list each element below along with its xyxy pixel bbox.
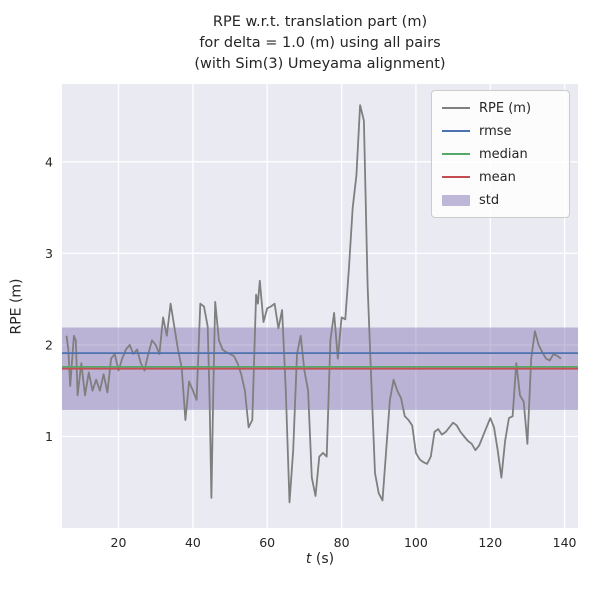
x-tick-label: 20 [111, 535, 127, 550]
x-tick-label: 60 [259, 535, 275, 550]
legend-line-swatch [442, 130, 470, 132]
y-tick-label: 4 [45, 154, 53, 169]
legend-entry-median: median [442, 145, 559, 163]
legend-label: rmse [479, 123, 512, 139]
title-line-3: (with Sim(3) Umeyama alignment) [194, 56, 446, 72]
x-tick-label: 120 [478, 535, 502, 550]
x-tick-label: 140 [553, 535, 577, 550]
x-tick-label: 80 [334, 535, 350, 550]
legend-line-swatch [442, 176, 470, 178]
y-tick-label: 1 [45, 429, 53, 444]
x-tick-label: 100 [404, 535, 428, 550]
legend-entry-mean: mean [442, 168, 559, 186]
title-line-1: RPE w.r.t. translation part (m) [212, 14, 428, 30]
chart-title: RPE w.r.t. translation part (m) for delt… [62, 12, 578, 75]
legend-line-swatch [442, 107, 470, 109]
x-axis-label-unit: (s) [311, 551, 335, 567]
legend-entry-std: std [442, 191, 559, 209]
legend-label: std [479, 192, 500, 208]
legend-label: RPE (m) [479, 100, 532, 116]
legend-entry-rmse: rmse [442, 122, 559, 140]
y-tick-label: 2 [45, 337, 53, 352]
legend-label: median [479, 146, 528, 162]
legend: RPE (m) rmse median mean std [431, 90, 570, 218]
y-tick-label: 3 [45, 246, 53, 261]
y-axis-label: RPE (m) [8, 278, 25, 335]
title-line-2: for delta = 1.0 (m) using all pairs [199, 35, 441, 51]
legend-entry-rpe-m: RPE (m) [442, 99, 559, 117]
x-axis-label: t (s) [62, 551, 578, 567]
x-tick-label: 40 [185, 535, 201, 550]
rpe-line [65, 104, 562, 504]
legend-label: mean [479, 169, 516, 185]
legend-patch-swatch [442, 194, 470, 206]
legend-line-swatch [442, 153, 470, 155]
x-axis-label-variable: t [305, 551, 312, 567]
